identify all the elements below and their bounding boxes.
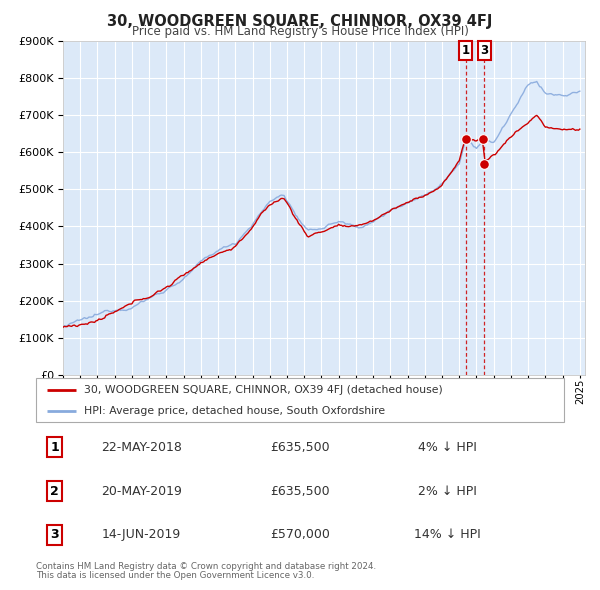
Text: 14-JUN-2019: 14-JUN-2019 <box>102 529 181 542</box>
Text: HPI: Average price, detached house, South Oxfordshire: HPI: Average price, detached house, Sout… <box>83 406 385 416</box>
Text: Contains HM Land Registry data © Crown copyright and database right 2024.: Contains HM Land Registry data © Crown c… <box>36 562 376 571</box>
Text: 30, WOODGREEN SQUARE, CHINNOR, OX39 4FJ (detached house): 30, WOODGREEN SQUARE, CHINNOR, OX39 4FJ … <box>83 385 442 395</box>
FancyBboxPatch shape <box>36 378 564 422</box>
Text: 2% ↓ HPI: 2% ↓ HPI <box>418 484 477 498</box>
Text: 30, WOODGREEN SQUARE, CHINNOR, OX39 4FJ: 30, WOODGREEN SQUARE, CHINNOR, OX39 4FJ <box>107 14 493 28</box>
Text: £635,500: £635,500 <box>270 441 330 454</box>
Text: 4% ↓ HPI: 4% ↓ HPI <box>418 441 477 454</box>
Text: Price paid vs. HM Land Registry's House Price Index (HPI): Price paid vs. HM Land Registry's House … <box>131 25 469 38</box>
Bar <box>484 41 600 375</box>
Text: 1: 1 <box>50 441 59 454</box>
Text: 22-MAY-2018: 22-MAY-2018 <box>101 441 182 454</box>
Text: This data is licensed under the Open Government Licence v3.0.: This data is licensed under the Open Gov… <box>36 571 314 580</box>
Text: £570,000: £570,000 <box>270 529 330 542</box>
Text: 2: 2 <box>50 484 59 498</box>
Text: £635,500: £635,500 <box>270 484 330 498</box>
Text: 14% ↓ HPI: 14% ↓ HPI <box>415 529 481 542</box>
Text: 1: 1 <box>462 44 470 57</box>
Text: 20-MAY-2019: 20-MAY-2019 <box>101 484 182 498</box>
Text: 3: 3 <box>481 44 488 57</box>
Text: 3: 3 <box>50 529 59 542</box>
